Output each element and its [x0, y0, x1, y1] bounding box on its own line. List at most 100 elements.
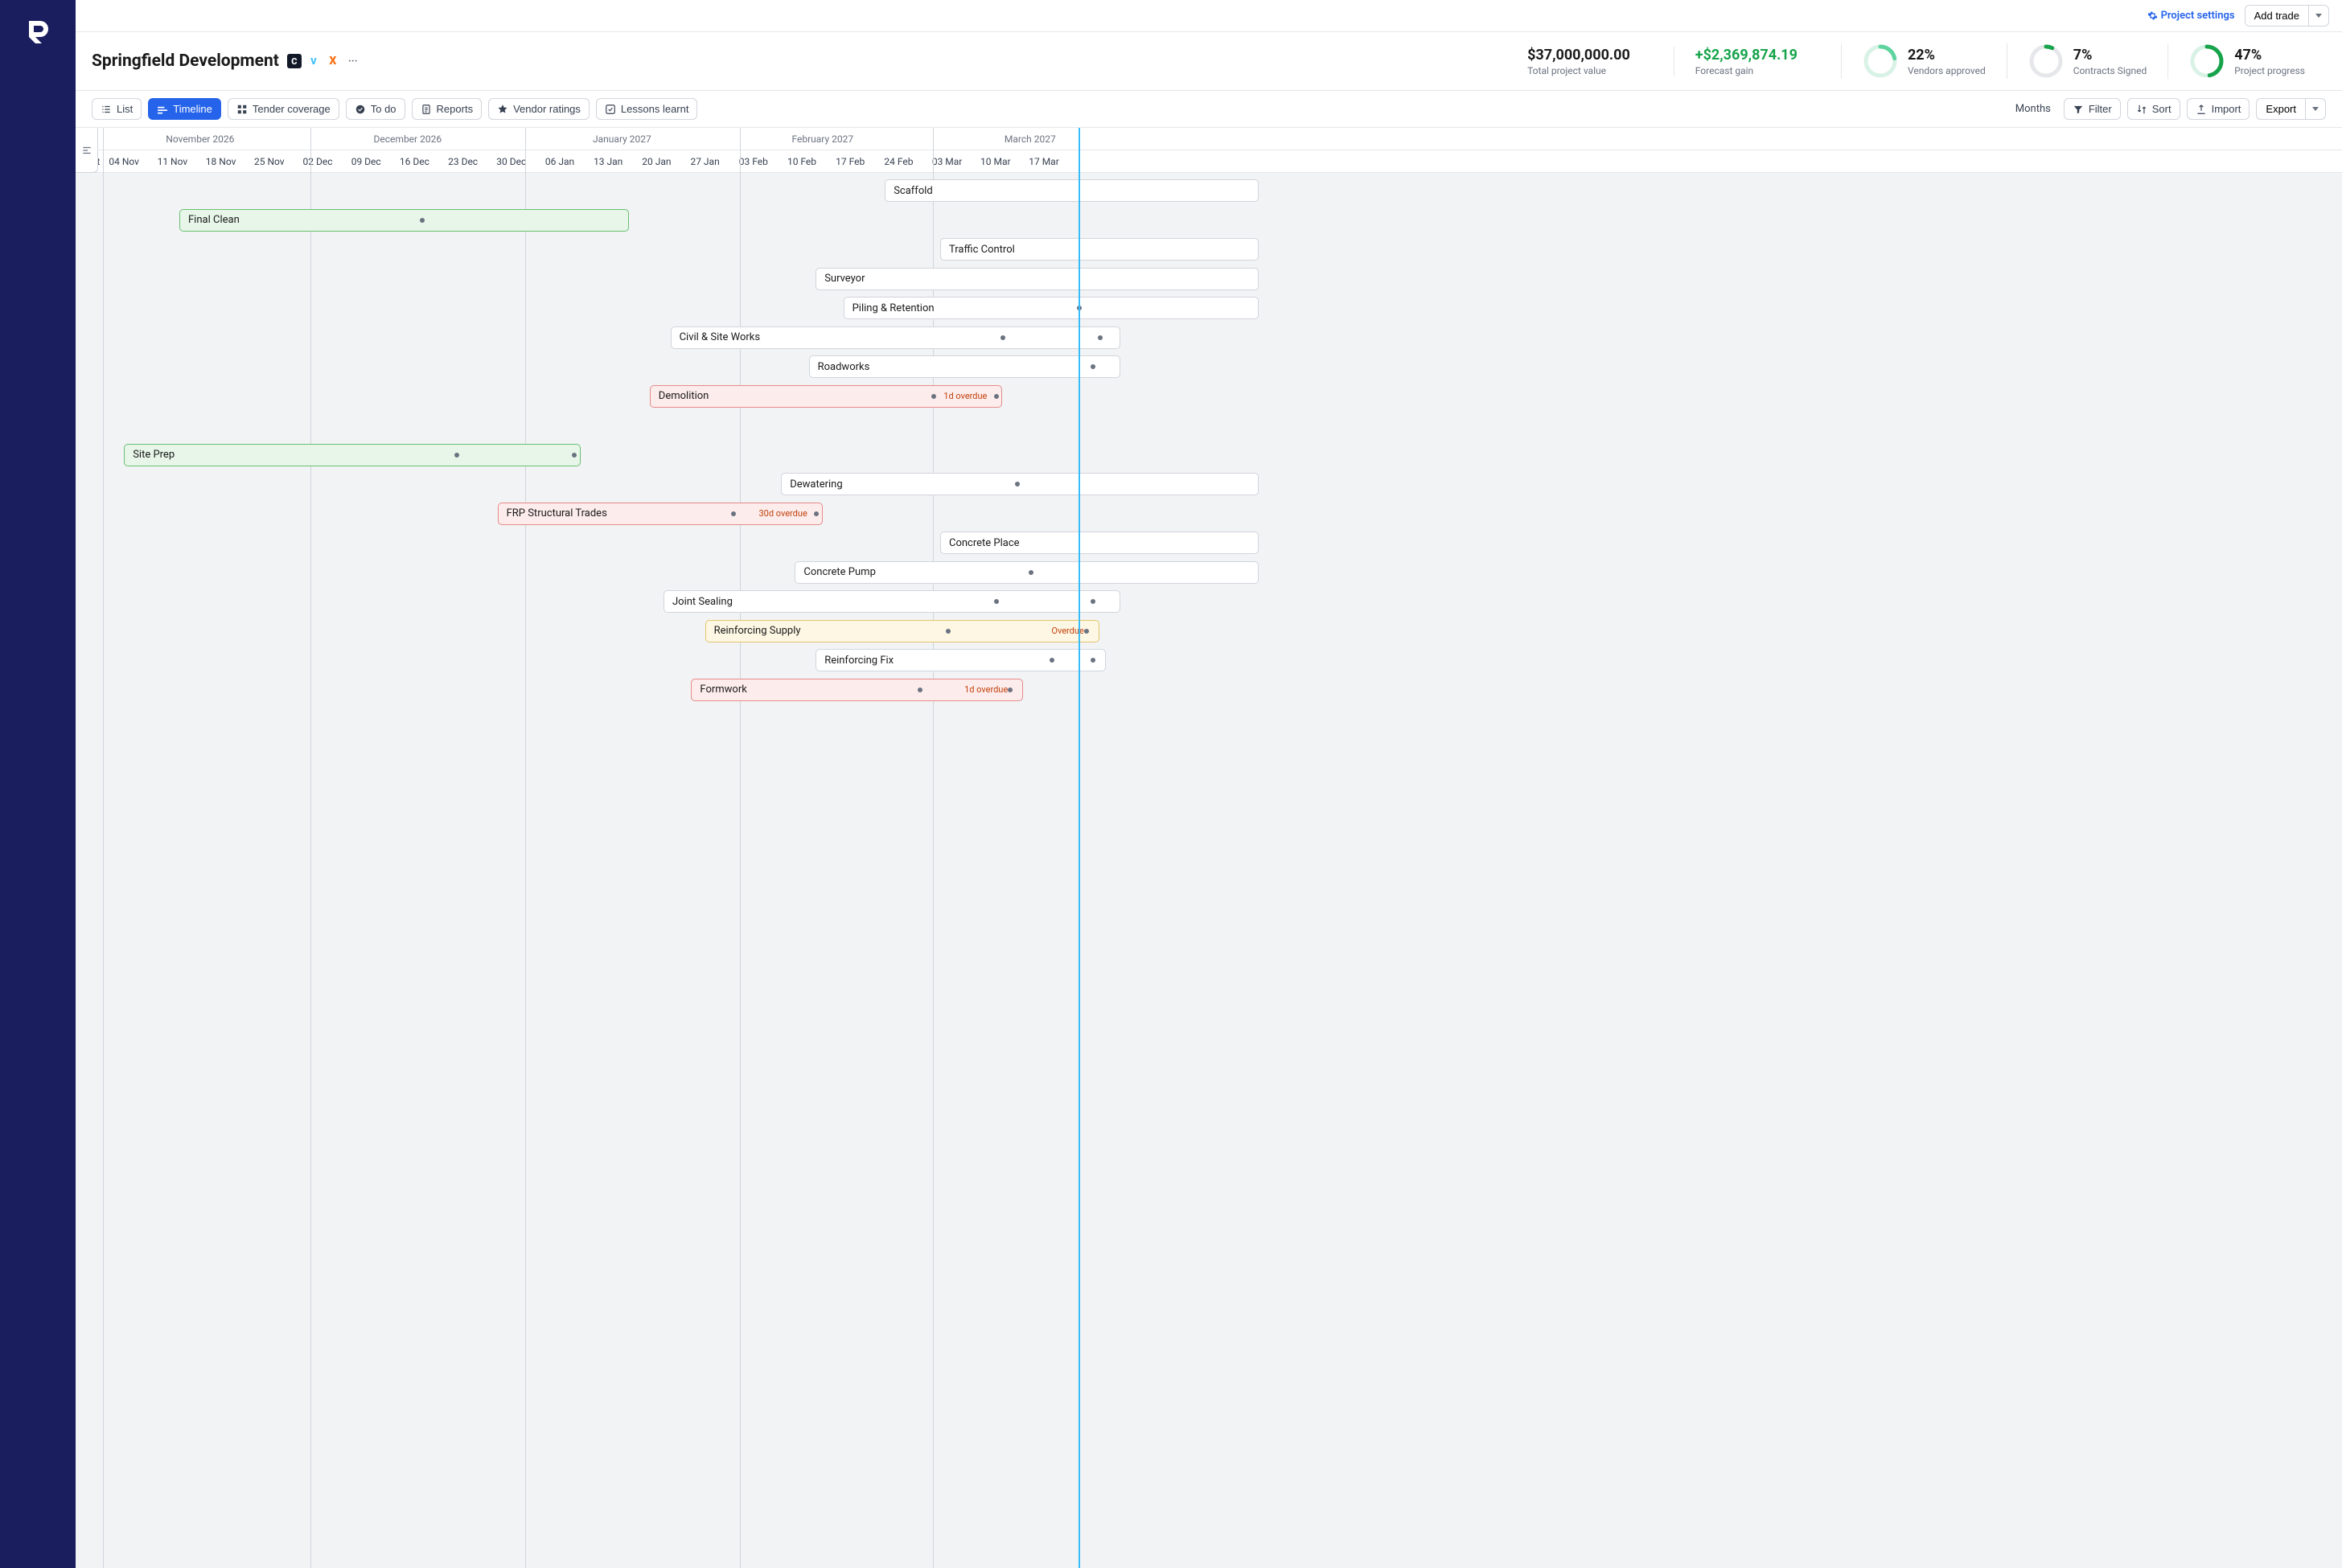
milestone-dot-icon [918, 688, 922, 692]
view-toolbar: List Timeline Tender coverage To do ReportsV… [76, 91, 2342, 128]
export-button[interactable]: Export [2256, 98, 2305, 120]
week-label: 24 Feb [884, 156, 913, 167]
milestone-dot-icon [1008, 688, 1013, 692]
view-tab-vendor-ratings[interactable]: Vendor ratings [488, 98, 590, 120]
integration-x-icon[interactable]: X [326, 54, 340, 68]
gantt-bar[interactable]: Concrete Place [940, 532, 1259, 554]
week-label: 06 Jan [545, 156, 574, 167]
week-label: 20 Jan [642, 156, 671, 167]
milestone-dot-icon [1029, 570, 1033, 575]
week-label: 04 Nov [109, 156, 139, 167]
milestone-dot-icon [1091, 599, 1095, 604]
gantt-bar[interactable]: Formwork1d overdue [691, 679, 1023, 701]
milestone-dot-icon [946, 629, 951, 634]
app-logo[interactable] [24, 18, 51, 45]
week-label: 25 Nov [254, 156, 285, 167]
month-label: March 2027 [1005, 133, 1056, 145]
month-divider [310, 128, 311, 1568]
gantt-bar[interactable]: Site Prep [124, 444, 581, 466]
gantt-bar-label: Scaffold [894, 185, 933, 197]
gantt-chart[interactable]: Scaffold Final Clean Traffic Control Survey… [76, 173, 2342, 1568]
milestone-dot-icon [994, 394, 999, 399]
import-button[interactable]: Import [2187, 98, 2250, 120]
forecast-label: Forecast gain [1695, 65, 1798, 76]
gantt-bar[interactable]: Scaffold [885, 179, 1258, 202]
zoom-months[interactable]: Months [2004, 99, 2057, 119]
week-label: 16 Dec [400, 156, 429, 167]
week-label: 17 Feb [836, 156, 865, 167]
view-tab-tender-coverage[interactable]: Tender coverage [228, 98, 339, 120]
month-label: November 2026 [166, 133, 234, 145]
gantt-bar-label: Reinforcing Fix [824, 655, 894, 667]
gantt-bar[interactable]: Dewatering [781, 473, 1258, 495]
gantt-bar[interactable]: Traffic Control [940, 238, 1259, 261]
week-label: 09 Dec [351, 156, 381, 167]
gantt-bar[interactable]: Surveyor [816, 268, 1258, 290]
stat-ring: 22% Vendors approved [1841, 43, 2007, 79]
add-trade-dropdown[interactable] [2308, 5, 2329, 27]
gantt-bar-label: Traffic Control [949, 244, 1015, 256]
gantt-bar[interactable]: Concrete Pump [795, 561, 1258, 584]
view-tabs: List Timeline Tender coverage To do ReportsV… [92, 98, 697, 120]
timeline-weeks-row: Oct04 Nov11 Nov18 Nov25 Nov02 Dec09 Dec1… [76, 150, 2342, 173]
filter-button[interactable]: Filter [2064, 98, 2121, 120]
milestone-dot-icon [1015, 482, 1020, 486]
overdue-badge: 1d overdue [943, 391, 993, 401]
stat-total-value: $37,000,000.00 Total project value [1506, 47, 1651, 76]
expand-panel-toggle[interactable] [76, 128, 98, 173]
view-tab-list[interactable]: List [92, 98, 142, 120]
gantt-bar[interactable]: FRP Structural Trades30d overdue [498, 503, 823, 525]
sort-button[interactable]: Sort [2127, 98, 2180, 120]
report-icon [421, 104, 432, 115]
month-label: December 2026 [374, 133, 442, 145]
milestone-dot-icon [814, 511, 819, 516]
gantt-bar-label: Reinforcing Supply [714, 625, 801, 637]
gantt-bar[interactable]: Roadworks [809, 355, 1120, 378]
milestone-dot-icon [931, 394, 936, 399]
gantt-bar-label: Piling & Retention [853, 302, 935, 314]
gantt-bar-label: Civil & Site Works [680, 331, 760, 343]
progress-ring-icon [1863, 43, 1898, 79]
today-marker [1079, 128, 1080, 1568]
gantt-bar[interactable]: Civil & Site Works [671, 326, 1120, 349]
timeline-icon [157, 104, 168, 115]
gantt-bar[interactable]: Reinforcing SupplyOverdue [705, 620, 1099, 642]
ring-label: Project progress [2234, 65, 2305, 76]
export-dropdown[interactable] [2305, 98, 2326, 120]
gantt-bar[interactable]: Piling & Retention [844, 297, 1259, 319]
week-label: 30 Dec [496, 156, 526, 167]
gantt-bar[interactable]: Joint Sealing [664, 590, 1120, 613]
milestone-dot-icon [1091, 364, 1095, 369]
gantt-bar[interactable]: Demolition1d overdue [650, 385, 1003, 408]
milestone-dot-icon [572, 453, 577, 458]
project-settings-link[interactable]: Project settings [2147, 10, 2235, 22]
main-pane: Project settings Add trade Springfield D… [76, 0, 2342, 1568]
integration-v-icon[interactable]: V [306, 54, 321, 68]
total-value: $37,000,000.00 [1527, 47, 1630, 64]
ring-pct: 22% [1908, 47, 1986, 64]
title-block: Springfield Development C V X ··· [92, 51, 361, 71]
gantt-bar-label: Roadworks [818, 361, 870, 373]
view-tab-reports[interactable]: Reports [412, 98, 483, 120]
gantt-bar-label: Concrete Place [949, 537, 1020, 549]
view-tab-timeline[interactable]: Timeline [148, 98, 221, 120]
gantt-bar-label: Concrete Pump [803, 566, 875, 578]
stat-forecast-gain: +$2,369,874.19 Forecast gain [1674, 47, 1818, 76]
month-divider [103, 128, 104, 1568]
list-icon [101, 104, 112, 115]
project-title: Springfield Development [92, 51, 279, 71]
integration-c-icon[interactable]: C [287, 54, 302, 68]
add-trade-button[interactable]: Add trade [2245, 5, 2308, 27]
gantt-bar[interactable]: Reinforcing Fix [816, 649, 1106, 671]
week-label: 10 Feb [787, 156, 816, 167]
week-label: 13 Jan [594, 156, 622, 167]
ring-label: Contracts Signed [2073, 65, 2147, 76]
view-tab-to-do[interactable]: To do [346, 98, 405, 120]
ring-pct: 7% [2073, 47, 2147, 64]
week-label: 18 Nov [206, 156, 236, 167]
gantt-bar[interactable]: Final Clean [179, 209, 629, 232]
more-integrations-icon[interactable]: ··· [345, 55, 361, 68]
gantt-bar-label: Surveyor [824, 273, 865, 285]
upload-icon [2196, 104, 2207, 115]
view-tab-lessons-learnt[interactable]: Lessons learnt [596, 98, 698, 120]
